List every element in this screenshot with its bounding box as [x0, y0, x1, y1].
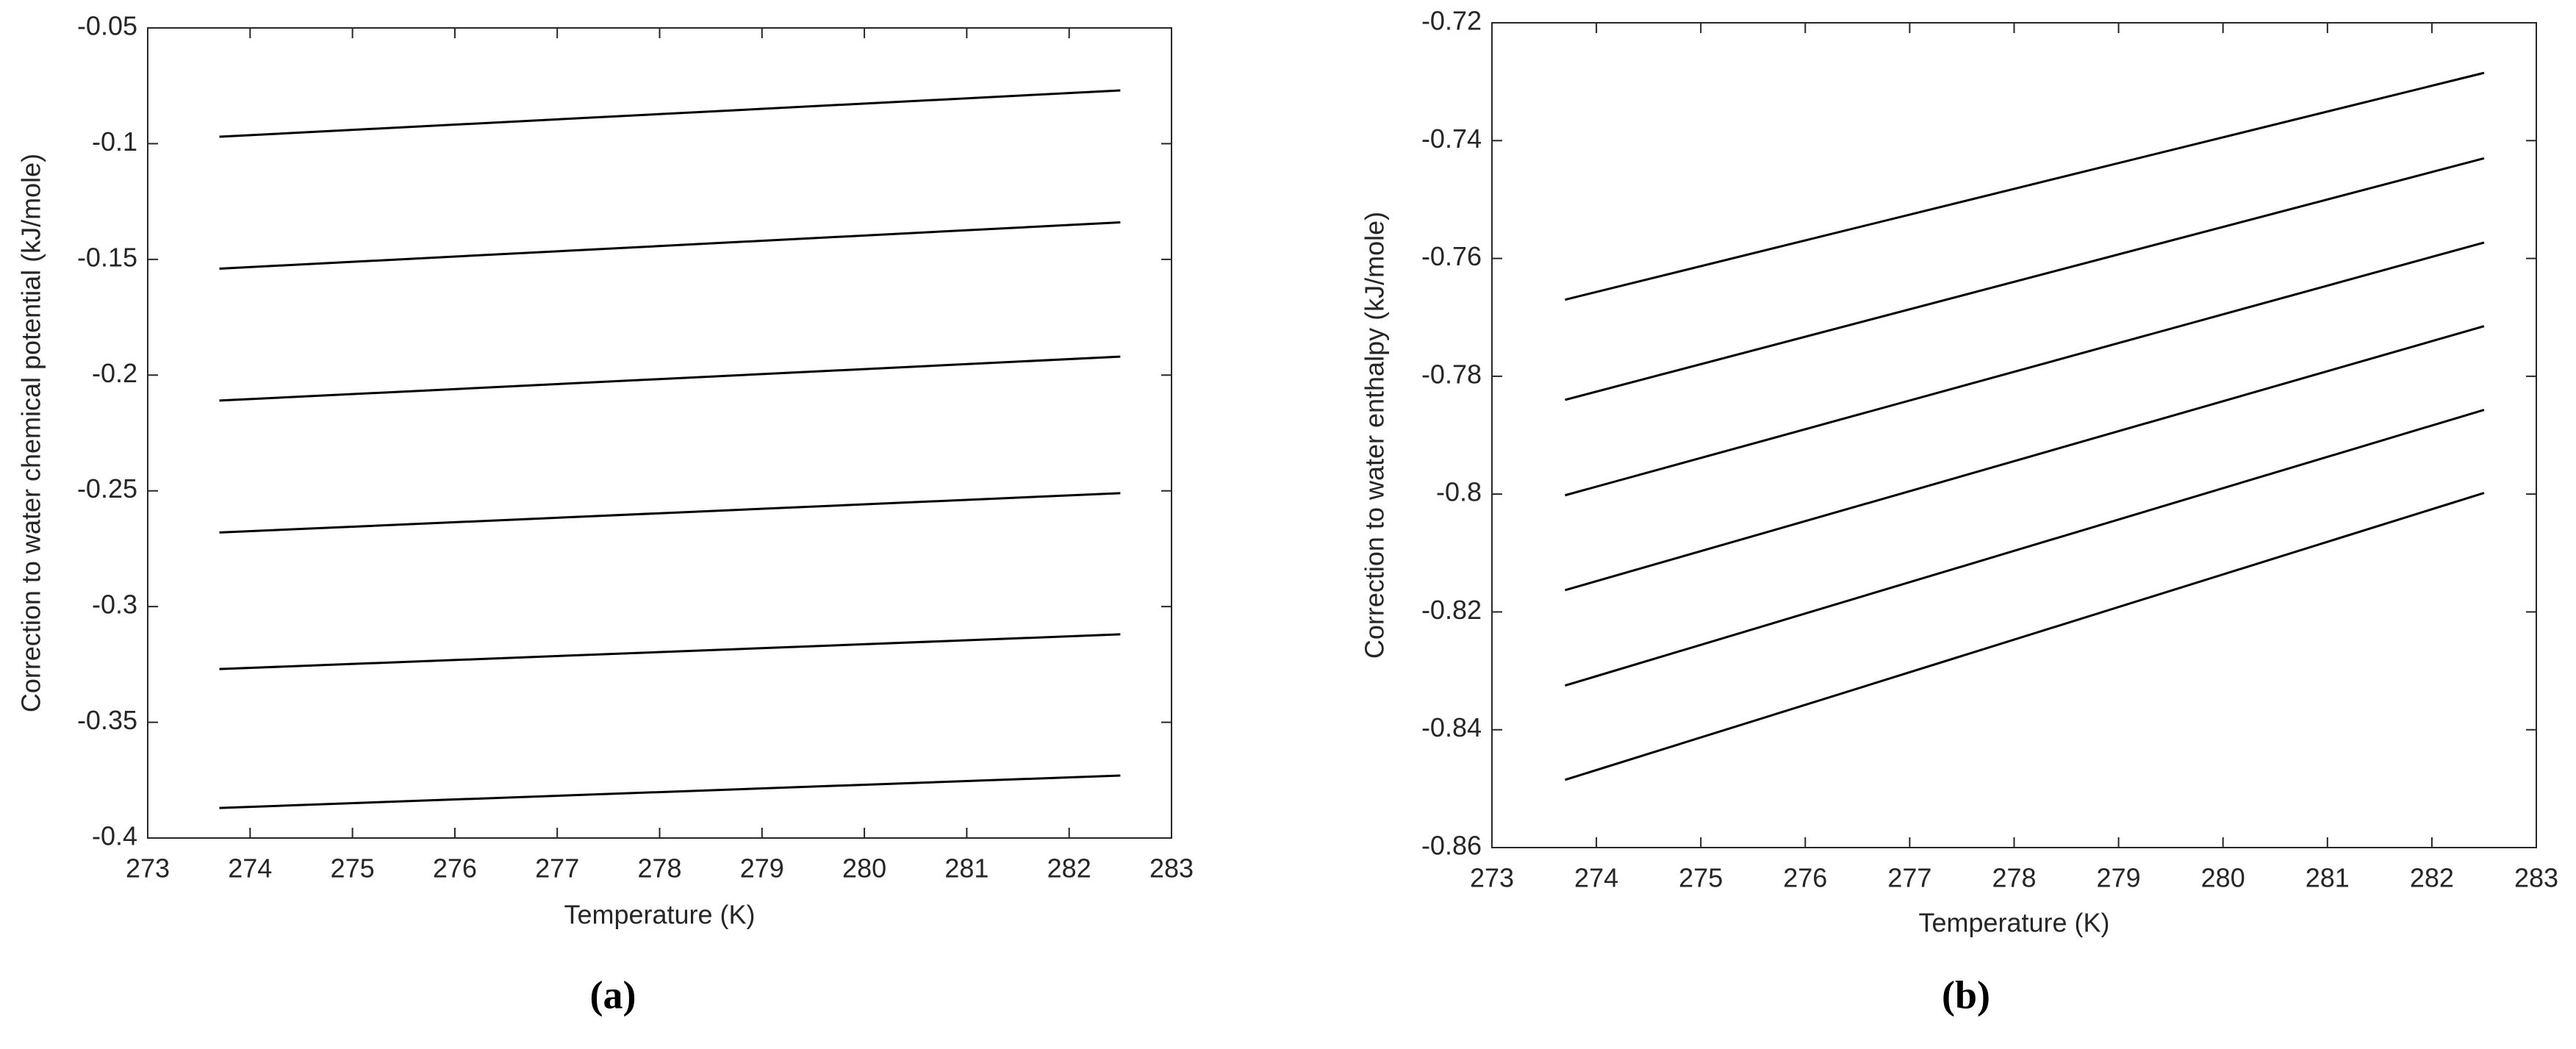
x-tick-label: 277: [535, 853, 579, 884]
series-line: [219, 633, 1121, 670]
plot-frame: [1491, 22, 2537, 848]
series-line: [1565, 409, 2485, 687]
x-tick-label: 283: [2514, 863, 2558, 893]
x-tick-label: 283: [1149, 853, 1194, 884]
y-tick-label: -0.8: [1436, 477, 1482, 507]
y-tick-label: -0.82: [1421, 595, 1482, 625]
x-tick-label: 281: [2306, 863, 2350, 893]
y-tick-label: -0.86: [1421, 831, 1482, 861]
series-line: [1565, 241, 2485, 497]
plot-frame: [147, 27, 1172, 839]
y-tick-label: -0.74: [1421, 123, 1482, 154]
x-tick-label: 282: [1047, 853, 1091, 884]
x-tick-label: 281: [944, 853, 989, 884]
x-tick-label: 273: [1470, 863, 1514, 893]
x-tick-label: 274: [1574, 863, 1618, 893]
y-tick-label: -0.78: [1421, 359, 1482, 389]
x-axis-title: Temperature (K): [564, 900, 755, 930]
x-tick-label: 279: [2097, 863, 2141, 893]
y-tick-label: -0.25: [77, 473, 137, 504]
y-tick-label: -0.76: [1421, 241, 1482, 271]
x-tick-label: 276: [433, 853, 477, 884]
panel-label: (a): [590, 973, 636, 1017]
x-tick-label: 274: [228, 853, 272, 884]
series-line: [1565, 325, 2485, 592]
x-tick-label: 278: [637, 853, 681, 884]
x-tick-label: 275: [1679, 863, 1723, 893]
x-tick-label: 279: [740, 853, 784, 884]
y-tick-label: -0.2: [92, 358, 137, 388]
panel-label: (b): [1942, 973, 1990, 1017]
y-tick-label: -0.3: [92, 590, 137, 620]
y-tick-label: -0.35: [77, 705, 137, 735]
series-line: [219, 89, 1121, 138]
series-line: [1565, 492, 2485, 781]
y-axis-title: Correction to water chemical potential (…: [16, 154, 46, 712]
series-line: [219, 492, 1121, 534]
series-line: [219, 355, 1121, 402]
y-tick-label: -0.1: [92, 126, 137, 157]
y-axis-title: Correction to water enthalpy (kJ/mole): [1360, 212, 1390, 659]
x-tick-label: 275: [331, 853, 375, 884]
x-tick-label: 277: [1887, 863, 1931, 893]
series-line: [219, 221, 1121, 270]
series-line: [219, 774, 1121, 809]
y-tick-label: -0.72: [1421, 6, 1482, 36]
y-tick-label: -0.05: [77, 11, 137, 41]
x-tick-label: 280: [842, 853, 886, 884]
y-tick-label: -0.15: [77, 242, 137, 272]
y-tick-label: -0.84: [1421, 712, 1482, 742]
x-tick-label: 273: [126, 853, 170, 884]
y-tick-label: -0.4: [92, 821, 137, 851]
x-tick-label: 276: [1783, 863, 1827, 893]
series-line: [1565, 157, 2485, 401]
x-tick-label: 280: [2201, 863, 2245, 893]
x-tick-label: 278: [1992, 863, 2036, 893]
x-tick-label: 282: [2410, 863, 2454, 893]
x-axis-title: Temperature (K): [1918, 908, 2109, 938]
series-line: [1565, 71, 2485, 301]
